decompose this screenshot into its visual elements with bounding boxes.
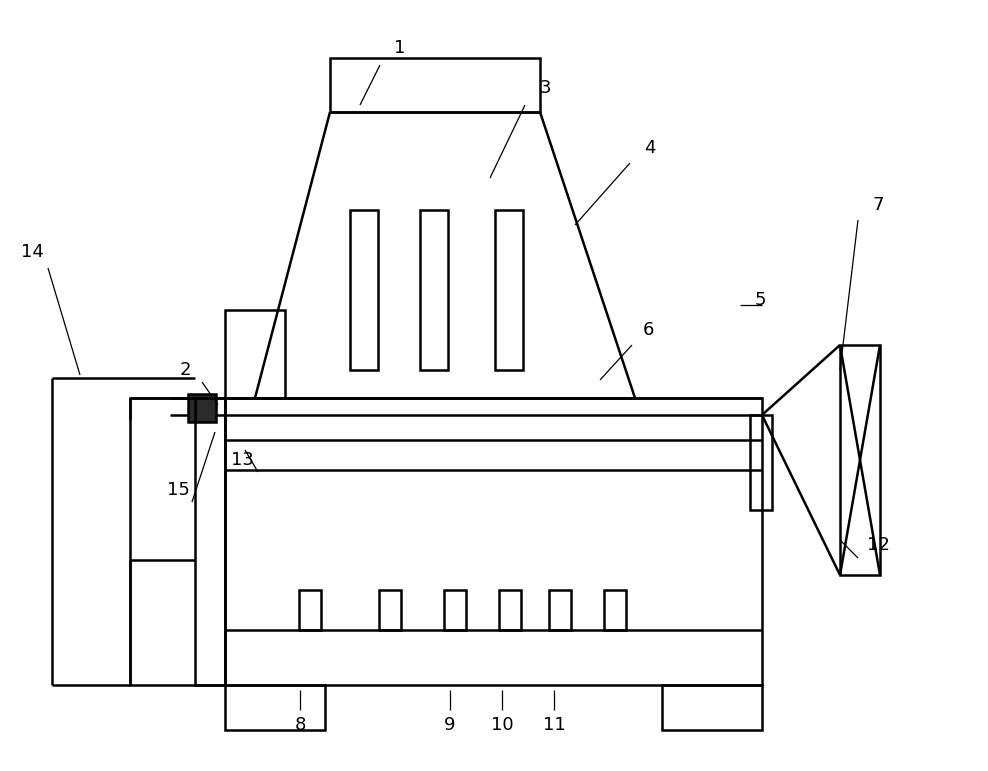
Text: 2: 2 <box>179 361 191 379</box>
Text: 8: 8 <box>294 716 305 734</box>
Text: 5: 5 <box>754 291 766 309</box>
Bar <box>420 210 448 370</box>
Bar <box>379 590 401 630</box>
Text: 4: 4 <box>644 139 656 157</box>
Bar <box>604 590 626 630</box>
Bar <box>350 210 378 370</box>
Bar <box>549 590 571 630</box>
Bar <box>195 398 225 685</box>
Text: 13: 13 <box>230 451 254 469</box>
Text: 10: 10 <box>491 716 514 734</box>
Bar <box>444 590 466 630</box>
Bar <box>225 310 285 398</box>
Text: 6: 6 <box>642 321 654 339</box>
Text: 15: 15 <box>167 481 190 499</box>
Text: 1: 1 <box>394 39 406 57</box>
Bar <box>225 398 762 685</box>
Text: 9: 9 <box>445 716 455 734</box>
Text: 7: 7 <box>872 196 883 214</box>
Text: 3: 3 <box>539 79 550 97</box>
Bar <box>840 345 880 575</box>
Bar <box>188 394 216 422</box>
Text: 14: 14 <box>21 243 43 261</box>
Bar <box>750 415 772 510</box>
Bar <box>299 590 321 630</box>
Bar <box>499 590 521 630</box>
Text: 12: 12 <box>866 536 889 554</box>
Text: 11: 11 <box>542 716 565 734</box>
Bar <box>330 58 540 112</box>
Bar <box>495 210 523 370</box>
Bar <box>662 685 762 730</box>
Bar <box>225 685 325 730</box>
Bar <box>130 398 225 685</box>
